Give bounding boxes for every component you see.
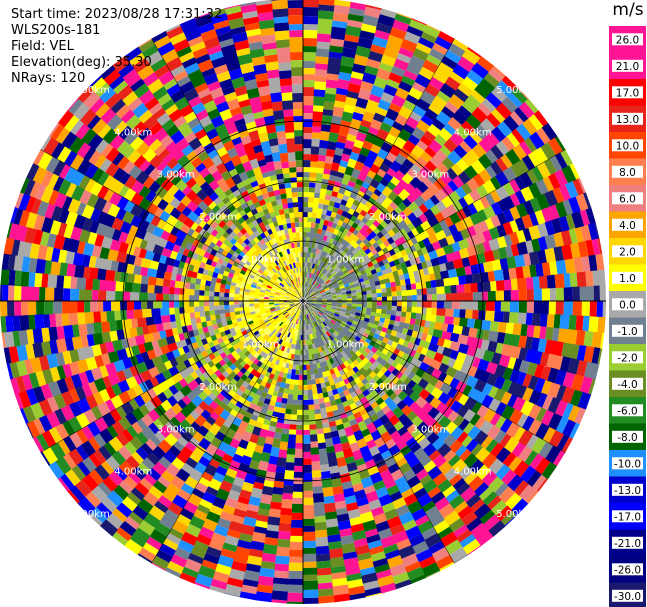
range-label-3km: 3.00km [411,170,449,181]
velocity-rays [0,0,606,605]
azimuth-spoke-150 [40,300,304,453]
colorbar-tick-label: -1.0 [617,326,638,338]
range-label-5km: 5.00km [72,85,110,96]
colorbar-label-bg-3 [612,112,643,125]
elevation-label: Elevation(deg): 35.30 [11,55,152,70]
colorbar-label-bg-21 [612,589,643,602]
azimuth-spoke-60 [302,300,455,564]
colorbar-label-bg-13 [612,377,643,390]
colorbar-tick-label: -13.0 [614,485,641,497]
range-label-3km: 3.00km [157,170,195,181]
range-ring-labels: 1.00km 1.00km 1.00km 1.00km 2.00km 2.00km 2.00… [72,85,534,520]
colorbar-label-bg-9 [612,271,643,284]
azimuth-spoke-120 [151,300,304,564]
range-label-4km: 4.00km [454,467,492,478]
range-grid [0,0,606,604]
colorbar-tick-label: -30.0 [614,591,641,603]
colorbar-tick-label: 2.0 [619,246,636,258]
colorbar-label-bg-10 [612,298,643,311]
colorbar-tick-label: 17.0 [616,87,639,99]
colorbar-label-bg-17 [612,483,643,496]
colorbar-label-bg-11 [612,324,643,337]
colorbar-label-bg-8 [612,245,643,258]
range-label-1km: 1.00km [242,255,280,266]
azimuth-spoke-330 [302,149,566,302]
range-label-4km: 4.00km [114,467,152,478]
colorbar-label-bg-15 [612,430,643,443]
colorbar-tick-label: 1.0 [619,273,636,285]
azimuth-spoke-240 [151,38,304,302]
colorbar-tick-label: 26.0 [616,34,639,46]
colorbar-tick-label: 21.0 [616,61,639,73]
instrument-label: WLS200s-181 [11,23,101,38]
colorbar-label-bg-5 [612,165,643,178]
velocity-cells-3 [18,1,600,598]
colorbar-tick-label: 10.0 [616,140,639,152]
velocity-cells-11 [8,4,591,595]
range-label-2km: 2.00km [369,382,407,393]
colorbar-tick-label: 0.0 [619,299,636,311]
colorbar-tick-label: -2.0 [617,352,638,364]
colorbar-label-bg-1 [612,59,643,72]
azimuth-spoke-210 [40,149,304,302]
colorbar-label-bg-0 [612,33,643,46]
range-label-5km: 5.00km [72,509,110,520]
colorbar-label-bg-14 [612,404,643,417]
colorbar-label-bg-4 [612,139,643,152]
colorbar-tick-label: -8.0 [617,432,638,444]
colorbar-label-bg-12 [612,351,643,364]
colorbar-label-bg-16 [612,457,643,470]
colorbar-label-bg-7 [612,218,643,231]
range-label-1km: 1.00km [326,255,364,266]
start-time-label: Start time: 2023/08/28 17:31:32 [11,7,223,22]
range-label-1km: 1.00km [242,339,280,350]
azimuth-spoke-30 [302,300,566,453]
range-label-2km: 2.00km [199,212,237,223]
colorbar-label-bg-20 [612,563,643,576]
colorbar: 26.0 21.0 17.0 13.0 10.0 8.0 6.0 4.0 2.0 1.0 0.0 -1… [609,26,646,607]
range-label-3km: 3.00km [157,424,195,435]
colorbar-tick-label: -26.0 [614,564,641,576]
velocity-cells-20 [0,10,577,582]
colorbar-tick-label: -6.0 [617,405,638,417]
field-label: Field: VEL [11,39,74,54]
colorbar-label-bg-19 [612,536,643,549]
range-label-1km: 1.00km [326,339,364,350]
colorbar-tick-label: 8.0 [619,167,636,179]
range-label-3km: 3.00km [411,424,449,435]
range-label-2km: 2.00km [199,382,237,393]
range-label-4km: 4.00km [114,127,152,138]
range-label-4km: 4.00km [454,127,492,138]
colorbar-tick-label: 6.0 [619,193,636,205]
velocity-cells-16 [1,0,601,601]
colorbar-tick-label: -4.0 [617,379,638,391]
colorbar-tick-label: 4.0 [619,220,636,232]
range-label-5km: 5.00km [496,509,534,520]
colorbar-tick-label: -17.0 [614,511,641,523]
colorbar-tick-label: -10.0 [614,458,641,470]
range-label-5km: 5.00km [496,85,534,96]
range-label-2km: 2.00km [369,212,407,223]
colorbar-label-bg-6 [612,192,643,205]
colorbar-tick-label: -21.0 [614,538,641,550]
nrays-label: NRays: 120 [11,71,86,86]
colorbar-label-bg-18 [612,510,643,523]
colorbar-unit: m/s [612,0,644,20]
colorbar-label-bg-2 [612,86,643,99]
azimuth-spoke-300 [302,38,455,302]
colorbar-tick-label: 13.0 [616,114,639,126]
